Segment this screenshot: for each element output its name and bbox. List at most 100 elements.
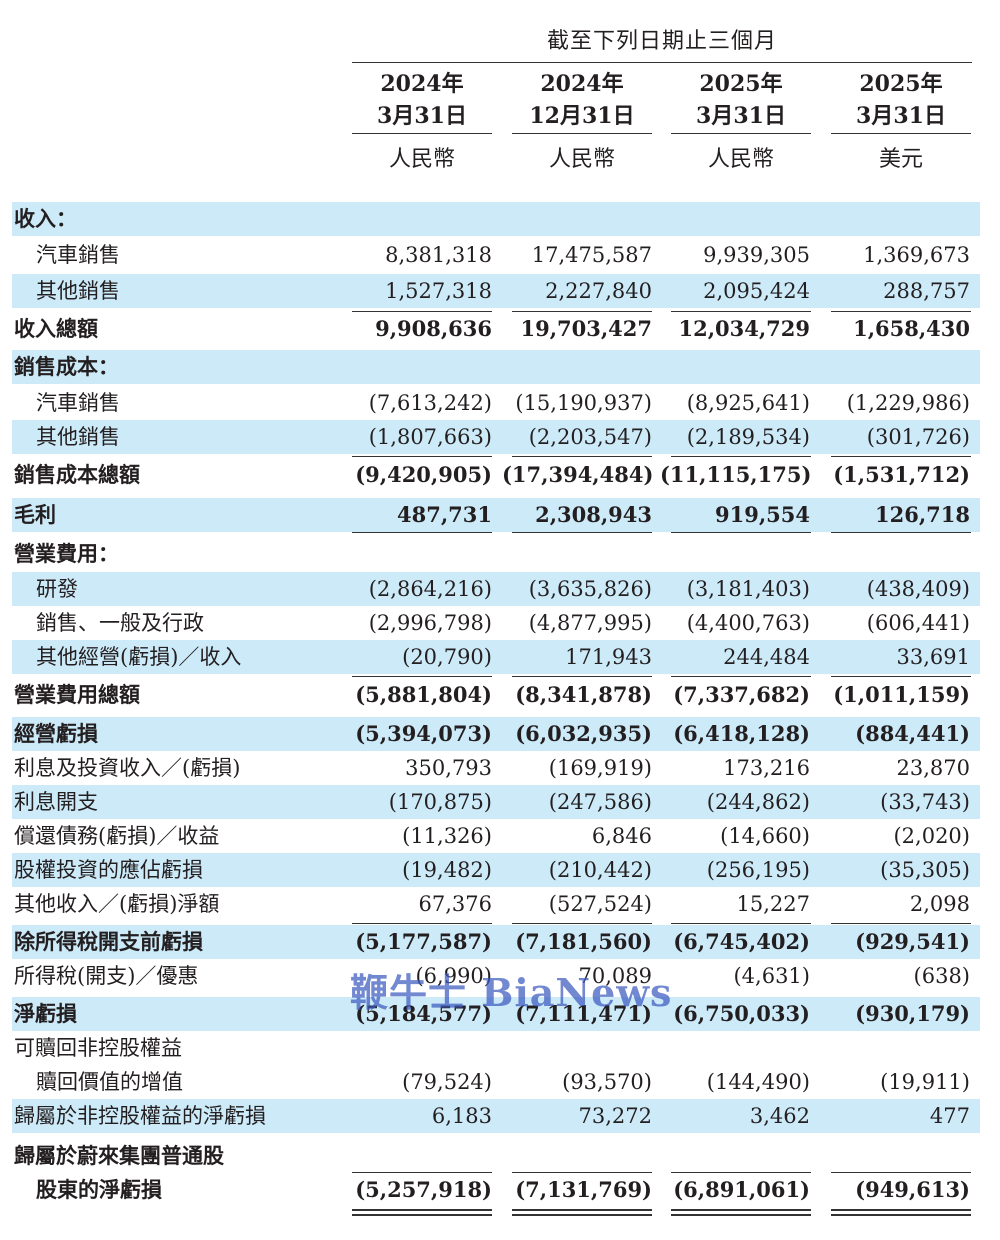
cell-value: (2,203,547) [528, 425, 652, 449]
cell-value: (19,482) [402, 858, 492, 882]
operating-loss-row: 經營虧損 (5,394,073) (6,032,935) (6,418,128)… [12, 717, 980, 751]
subtotal-rule [671, 1172, 811, 1173]
total-cost-row: 銷售成本總額 (9,420,905) (17,394,484) (11,115,… [12, 458, 980, 492]
row-label: 收入： [14, 206, 77, 231]
cell-value: 2,227,840 [545, 279, 652, 303]
cell-value: 70,089 [578, 964, 652, 988]
cell-value: 6,846 [591, 824, 652, 848]
cell-value: (20,790) [402, 645, 492, 669]
cell-value: 8,381,318 [385, 243, 492, 267]
rnd-row: 研發 (2,864,216) (3,635,826) (3,181,403) (… [12, 572, 980, 606]
subtotal-rule [671, 311, 811, 312]
income-tax-row: 所得稅(開支)／優惠 (6,990) 70,089 (4,631) (638) [12, 959, 980, 993]
cell-value: 2,098 [909, 892, 970, 916]
cell-value: (949,613) [855, 1177, 970, 1202]
column-currency: 人民幣 [707, 147, 774, 172]
cell-value: (93,570) [562, 1070, 652, 1094]
cell-value: (19,911) [880, 1070, 970, 1094]
cell-value: (1,807,663) [368, 425, 492, 449]
row-label: 償還債務(虧損)／收益 [14, 824, 220, 848]
row-label: 營業費用： [14, 541, 119, 566]
subtotal-rule [831, 1172, 971, 1173]
column-year: 2024年 [380, 71, 464, 97]
cell-value: (7,337,682) [673, 682, 810, 707]
cell-value: (79,524) [402, 1070, 492, 1094]
row-label: 利息及投資收入／(虧損) [14, 756, 241, 780]
cell-value: (438,409) [866, 577, 970, 601]
cell-value: (2,864,216) [368, 577, 492, 601]
cell-value: (9,420,905) [355, 462, 492, 487]
interest-expense-row: 利息開支 (170,875) (247,586) (244,862) (33,7… [12, 785, 980, 819]
subtotal-rule [512, 311, 652, 312]
cell-value: 33,691 [896, 645, 970, 669]
cell-value: (4,400,763) [686, 611, 810, 635]
cell-value: (6,745,402) [673, 929, 810, 954]
cell-value: 919,554 [715, 502, 810, 527]
cell-value: (1,229,986) [846, 391, 970, 415]
row-label: 歸屬於非控股權益的淨虧損 [14, 1104, 266, 1128]
debt-extinguishment-row: 償還債務(虧損)／收益 (11,326) 6,846 (14,660) (2,0… [12, 819, 980, 853]
cell-value: (8,341,878) [515, 682, 652, 707]
subtotal-rule [352, 923, 492, 924]
row-label: 除所得稅開支前虧損 [14, 929, 203, 954]
cell-value: (7,131,769) [515, 1177, 652, 1202]
subtotal-rule [352, 1172, 492, 1173]
cell-value: (8,925,641) [686, 391, 810, 415]
opex-heading-row: 營業費用： [12, 537, 980, 571]
other-sales-row: 其他銷售 1,527,318 2,227,840 2,095,424 288,7… [12, 274, 980, 308]
subtotal-rule [671, 923, 811, 924]
row-label: 汽車銷售 [36, 391, 120, 415]
net-loss-row: 淨虧損 (5,184,577) (7,111,471) (6,750,033) … [12, 997, 980, 1031]
subtotal-rule [352, 676, 492, 677]
row-label: 其他收入／(虧損)淨額 [14, 892, 220, 916]
cell-value: (244,862) [706, 790, 810, 814]
row-label: 其他銷售 [36, 425, 120, 449]
row-label: 銷售成本： [14, 354, 119, 379]
gross-profit-row: 毛利 487,731 2,308,943 919,554 126,718 [12, 498, 980, 532]
cell-value: 171,943 [565, 645, 652, 669]
column-date: 3月31日 [352, 98, 492, 134]
subtotal-rule [512, 1172, 652, 1173]
row-label: 營業費用總額 [14, 682, 140, 707]
sga-row: 銷售、一般及行政 (2,996,798) (4,877,995) (4,400,… [12, 606, 980, 640]
row-label: 贖回價值的增值 [36, 1070, 183, 1094]
cell-value: (15,190,937) [515, 391, 652, 415]
cell-value: 67,376 [418, 892, 492, 916]
row-label: 歸屬於蔚來集團普通股 [14, 1143, 224, 1168]
cell-value: (11,326) [402, 824, 492, 848]
column-year: 2025年 [859, 71, 943, 97]
cell-value: (210,442) [548, 858, 652, 882]
cell-value: (1,531,712) [833, 462, 970, 487]
cell-value: 73,272 [578, 1104, 652, 1128]
other-income-row: 其他收入／(虧損)淨額 67,376 (527,524) 15,227 2,09… [12, 887, 980, 921]
cell-value: (301,726) [866, 425, 970, 449]
cell-value: 2,308,943 [535, 502, 652, 527]
row-label: 其他經營(虧損)／收入 [36, 645, 242, 669]
cell-value: (7,111,471) [515, 1001, 652, 1026]
cell-value: (5,881,804) [355, 682, 492, 707]
cell-value: (5,184,577) [355, 1001, 492, 1026]
pretax-loss-row: 除所得稅開支前虧損 (5,177,587) (7,181,560) (6,745… [12, 925, 980, 959]
subtotal-rule [671, 676, 811, 677]
cell-value: (4,631) [733, 964, 810, 988]
row-label: 銷售、一般及行政 [36, 611, 204, 635]
column-year: 2025年 [699, 71, 783, 97]
total-double-rule [512, 1209, 652, 1216]
cell-value: (17,394,484) [502, 462, 654, 487]
cell-value: (5,394,073) [355, 721, 492, 746]
row-label: 股東的淨虧損 [36, 1177, 162, 1202]
attributable-net-loss-row: 股東的淨虧損 (5,257,918) (7,131,769) (6,891,06… [12, 1173, 980, 1207]
cell-value: 19,703,427 [520, 316, 652, 341]
cell-value: (2,996,798) [368, 611, 492, 635]
subtotal-rule [352, 532, 492, 533]
cell-value: 477 [929, 1104, 970, 1128]
cell-value: (6,750,033) [673, 1001, 810, 1026]
row-label: 利息開支 [14, 790, 98, 814]
cell-value: (6,032,935) [515, 721, 652, 746]
cell-value: (247,586) [548, 790, 652, 814]
vehicle-sales-row: 汽車銷售 8,381,318 17,475,587 9,939,305 1,36… [12, 238, 980, 272]
cell-value: 17,475,587 [531, 243, 652, 267]
column-date: 3月31日 [831, 98, 971, 134]
cell-value: 9,908,636 [375, 316, 492, 341]
row-label: 毛利 [14, 502, 56, 527]
